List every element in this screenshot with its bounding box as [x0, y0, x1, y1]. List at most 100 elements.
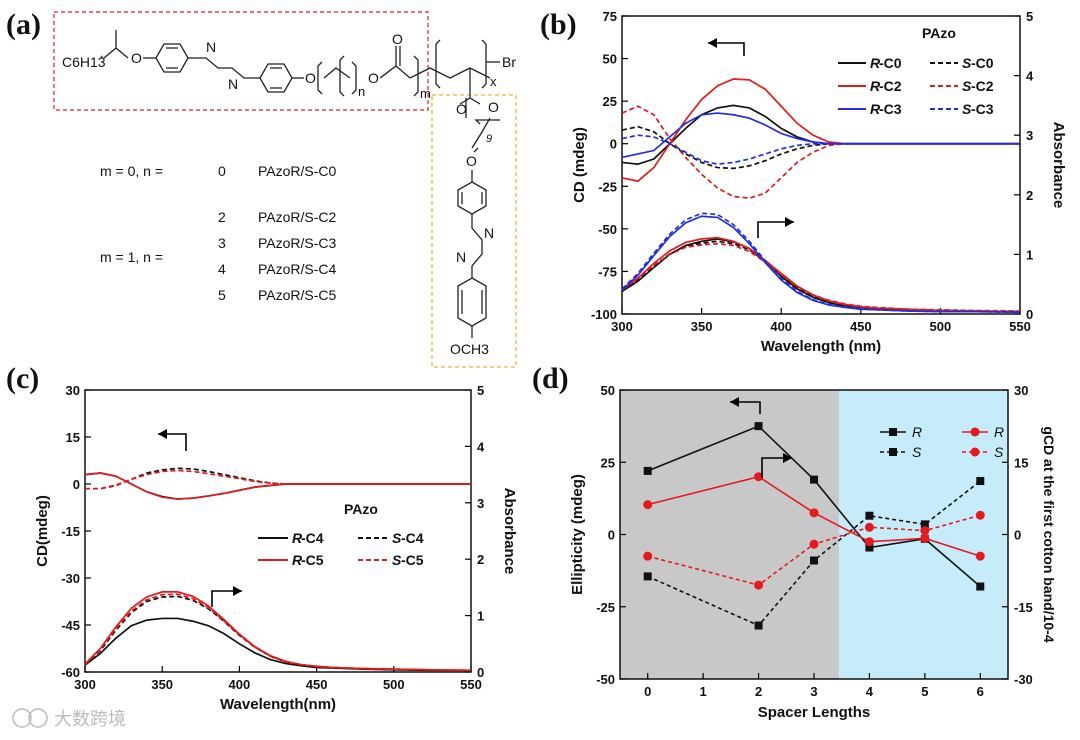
panel-a: (a) C6H13 * O N N O n O O: [6, 8, 517, 368]
y-axis-label: CD(mdeg): [34, 495, 51, 567]
benzene-ring-4: [457, 277, 487, 327]
right-axis-arrow-head: [783, 453, 792, 463]
x-axis-label: Wavelength(nm): [220, 696, 336, 713]
compound-group-m0: m = 0, n =: [100, 163, 163, 179]
legend-marker-square: [889, 428, 897, 436]
series-line-0: [647, 425, 981, 588]
data-point-circle: [643, 500, 653, 510]
x-tick-label: 4: [866, 684, 874, 699]
y2-tick-label: 0: [1026, 307, 1033, 322]
legend-label: -C4: [301, 530, 324, 546]
y-tick-label: -30: [61, 571, 80, 586]
compound-n-5: 5: [218, 287, 226, 303]
abs-axis-arrow: [757, 221, 794, 238]
panel-d-label: (d): [532, 362, 569, 395]
y2-tick-label: 1: [1026, 247, 1033, 262]
legend-prefix: R: [870, 55, 881, 71]
y-tick-label: 30: [66, 383, 80, 398]
watermark: 大数跨境: [12, 708, 126, 729]
y-tick-label: -25: [598, 179, 617, 194]
legend-label: -C0: [879, 55, 902, 71]
side-chain-highlight-box: [431, 94, 517, 368]
y2-tick-label: -30: [1014, 672, 1033, 687]
y2-axis-label: Absorbance: [501, 488, 518, 575]
spacer-chain: [323, 67, 351, 79]
y-tick-label: 75: [603, 9, 617, 24]
y2-tick-label: 4: [477, 439, 485, 454]
data-point-square: [976, 477, 985, 486]
ether-oxygen-1: O: [131, 50, 142, 66]
spacer-bracket-n: [317, 61, 357, 95]
x-tick-label: 500: [930, 319, 952, 334]
data-point-square: [976, 582, 985, 591]
ester-oxygen: O: [368, 70, 379, 86]
abs-line-r-c4: [84, 617, 471, 672]
legend-label: -C2: [971, 78, 994, 94]
legend-label: -C5: [401, 552, 424, 568]
legend-marker-circle: [970, 447, 980, 457]
benzene-ring-2: [259, 63, 293, 93]
legend-prefix: S: [962, 55, 972, 71]
data-point-circle: [920, 533, 930, 543]
y-tick-label: -75: [598, 264, 617, 279]
polymer-repeat-bracket: [435, 39, 487, 89]
data-point-circle: [864, 537, 874, 547]
x-tick-label: 350: [691, 319, 713, 334]
x-tick-label: 500: [383, 677, 405, 692]
x-tick-label: 400: [229, 677, 251, 692]
data-point-square: [643, 572, 652, 581]
compound-list: m = 0, n = 0 PAzoR/S-C0 m = 1, n = 2 PAz…: [100, 163, 337, 303]
compound-n-2: 2: [218, 209, 226, 225]
compound-name-c2: PAzoR/S-C2: [258, 209, 337, 225]
y2-tick-label: 0: [477, 665, 484, 680]
y-tick-label: 25: [603, 94, 617, 109]
y-tick-label: 0: [73, 477, 80, 492]
y2-tick-label: 3: [1026, 128, 1033, 143]
benzene-ring-1: [155, 43, 189, 73]
azo-n3: N: [484, 225, 494, 241]
data-point-square: [754, 422, 763, 431]
subscript-x: x: [490, 74, 497, 89]
cd-axis-arrow: [708, 42, 745, 56]
y2-tick-label: 4: [1026, 69, 1034, 84]
subscript-m: m: [420, 86, 431, 101]
y-tick-label: -50: [596, 672, 615, 687]
abs-line-s-c5: [84, 593, 472, 672]
series-line-2: [647, 475, 981, 557]
chart-b: 300 350 400 450 500 550 75 50 25 0 -25 -50 -75 -100 5 4…: [571, 9, 1067, 355]
chart-title: PAzo: [344, 501, 378, 517]
data-point-square: [920, 520, 929, 529]
x-tick-label: 450: [306, 677, 328, 692]
y-tick-label: -60: [61, 665, 80, 680]
y2-tick-label: 5: [477, 383, 484, 398]
legend-prefix: S: [392, 530, 402, 546]
x-tick-label: 0: [644, 684, 651, 699]
left-axis-arrow-head: [730, 397, 739, 407]
x-tick-label: 400: [770, 319, 792, 334]
polymer-backbone: [409, 67, 491, 79]
cd-line-r-c5: [84, 472, 471, 500]
watermark-logo-icon: [12, 708, 32, 728]
data-point-circle: [975, 510, 985, 520]
azo-linkage-1: [188, 57, 260, 79]
subscript-n: n: [358, 84, 365, 99]
y-tick-label: -25: [596, 600, 615, 615]
compound-n-3: 3: [218, 235, 226, 251]
y2-tick-label: 30: [1014, 383, 1028, 398]
x-tick-label: 300: [74, 677, 96, 692]
abs-axis-arrow-head: [785, 217, 794, 227]
side-spacer: [471, 117, 500, 153]
legend-label: S: [912, 444, 922, 460]
legend-label: -C0: [971, 55, 994, 71]
abs-line-r-c0: [621, 238, 1020, 313]
legend-prefix: R: [870, 78, 881, 94]
y2-axis-label: Absorbance: [1050, 122, 1067, 209]
legend-label: R: [912, 424, 922, 440]
y2-tick-label: 5: [1026, 9, 1033, 24]
abs-line-s-c2: [621, 242, 1021, 312]
left-axis-arrow: [730, 401, 761, 414]
x-tick-label: 550: [460, 677, 482, 692]
y2-tick-label: 2: [1026, 188, 1033, 203]
data-point-square: [754, 621, 763, 630]
side-ether-oxygen: O: [466, 153, 477, 169]
